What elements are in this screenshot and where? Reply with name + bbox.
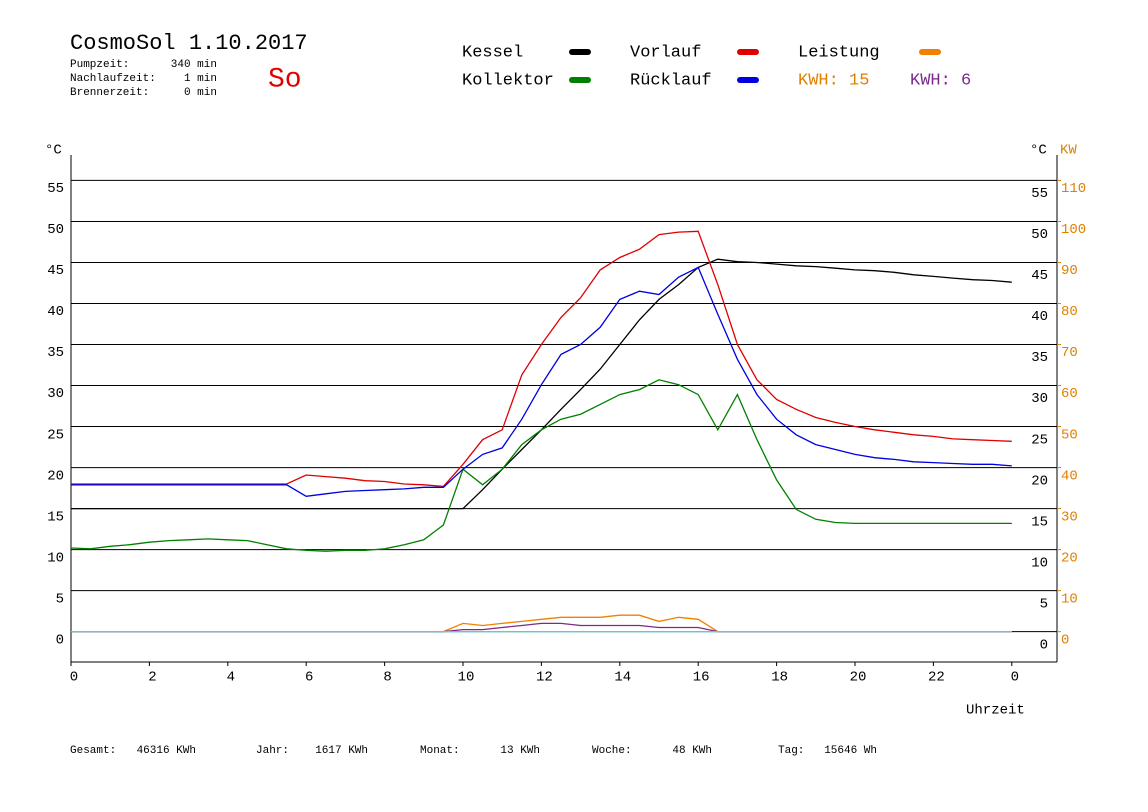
y-axis-label: °C: [45, 143, 62, 159]
x-tick-label: 20: [850, 670, 867, 686]
stat-label: Nachlaufzeit:: [70, 73, 156, 85]
footer-value: 48 KWh: [672, 745, 712, 757]
y-tick-label: 55: [47, 181, 64, 197]
y2-tick-label: 100: [1061, 222, 1086, 238]
legend-label: Leistung: [798, 43, 880, 62]
legend-label: Rücklauf: [630, 71, 712, 90]
stat-value: 340 min: [171, 59, 217, 71]
x-tick-label: 12: [536, 670, 553, 686]
y-tick-label: 20: [47, 468, 64, 484]
y-tick-label: 45: [47, 263, 64, 279]
y-right-tick-label: 5: [1040, 596, 1048, 612]
y-tick-label: 40: [47, 304, 64, 320]
stat-label: Pumpzeit:: [70, 59, 129, 71]
series-line: [71, 266, 1012, 497]
legend-label: Vorlauf: [630, 43, 701, 62]
y2-tick-label: 110: [1061, 181, 1086, 197]
y-tick-label: 35: [47, 345, 64, 361]
x-tick-label: 22: [928, 670, 945, 686]
x-tick-label: 2: [148, 670, 156, 686]
legend-label: Kessel: [462, 43, 523, 62]
y-tick-label: 25: [47, 427, 64, 443]
footer-label: Tag:: [778, 745, 804, 757]
y2-tick-label: 20: [1061, 550, 1078, 566]
x-tick-label: 4: [227, 670, 235, 686]
footer-value: 1617 KWh: [315, 745, 368, 757]
x-tick-label: 16: [693, 670, 710, 686]
y2-tick-label: 40: [1061, 468, 1078, 484]
title: CosmoSol 1.10.2017: [70, 31, 308, 56]
day: So: [268, 64, 302, 95]
y-right-tick-label: 25: [1031, 432, 1048, 448]
footer-value: 46316 KWh: [137, 745, 196, 757]
x-tick-label: 0: [70, 670, 78, 686]
footer-label: Monat:: [420, 745, 460, 757]
y2-tick-label: 50: [1061, 427, 1078, 443]
annotation: KWH: 15: [798, 71, 869, 90]
y2-tick-label: 10: [1061, 591, 1078, 607]
y-tick-label: 10: [47, 550, 64, 566]
y2-axis-label: °C: [1030, 143, 1047, 159]
y-tick-label: 30: [47, 386, 64, 402]
series-line: [71, 230, 1012, 488]
y-right-tick-label: 15: [1031, 514, 1048, 530]
stat-value: 0 min: [184, 87, 217, 99]
x-tick-label: 18: [771, 670, 788, 686]
y-right-tick-label: 0: [1040, 637, 1048, 653]
y2-tick-label: 70: [1061, 345, 1078, 361]
y-right-tick-label: 55: [1031, 186, 1048, 202]
series-line: [71, 622, 1012, 633]
y-right-tick-label: 40: [1031, 309, 1048, 325]
y-right-tick-label: 35: [1031, 350, 1048, 366]
y2-tick-label: 0: [1061, 632, 1069, 648]
y-right-tick-label: 30: [1031, 391, 1048, 407]
y2-axis-label: KW: [1060, 143, 1077, 159]
y-tick-label: 50: [47, 222, 64, 238]
y2-tick-label: 80: [1061, 304, 1078, 320]
y-right-tick-label: 10: [1031, 555, 1048, 571]
footer-label: Jahr:: [256, 745, 289, 757]
x-tick-label: 0: [1011, 670, 1019, 686]
x-axis-label: Uhrzeit: [966, 703, 1025, 719]
y-right-tick-label: 20: [1031, 473, 1048, 489]
y2-tick-label: 90: [1061, 263, 1078, 279]
annotation: KWH: 6: [910, 71, 971, 90]
x-tick-label: 10: [458, 670, 475, 686]
x-tick-label: 6: [305, 670, 313, 686]
legend-label: Kollektor: [462, 71, 554, 90]
series-line: [70, 379, 1012, 552]
y-right-tick-label: 45: [1031, 268, 1048, 284]
x-tick-label: 8: [383, 670, 391, 686]
y2-tick-label: 30: [1061, 509, 1078, 525]
footer-label: Woche:: [592, 745, 632, 757]
x-tick-label: 14: [614, 670, 631, 686]
footer-value: 13 KWh: [500, 745, 540, 757]
footer-value: 15646 Wh: [824, 745, 877, 757]
stat-value: 1 min: [184, 73, 217, 85]
y2-tick-label: 60: [1061, 386, 1078, 402]
y-tick-label: 15: [47, 509, 64, 525]
y-right-tick-label: 50: [1031, 227, 1048, 243]
y-tick-label: 0: [56, 632, 64, 648]
stat-label: Brennerzeit:: [70, 87, 149, 99]
footer-label: Gesamt:: [70, 745, 116, 757]
y-tick-label: 5: [56, 591, 64, 607]
